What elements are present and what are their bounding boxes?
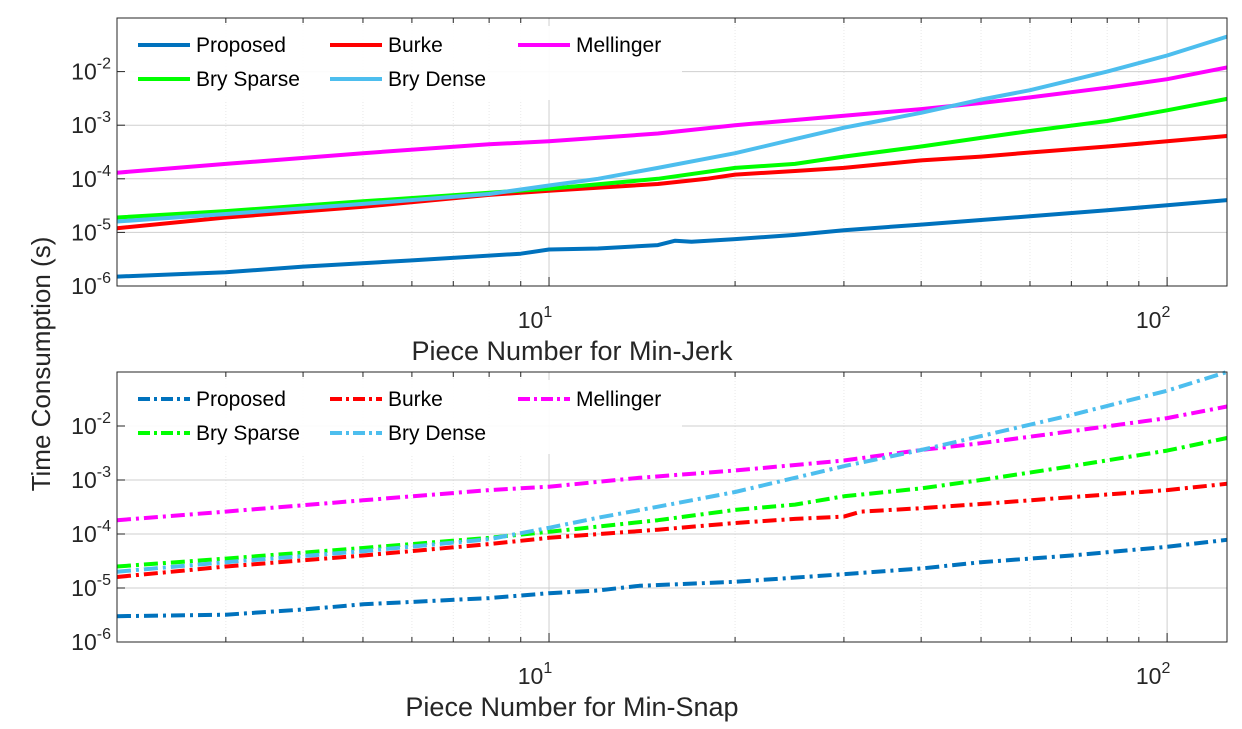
tick-labels: 10-6 10-5 10-4 10-3 10-2 101 102 <box>71 410 1170 689</box>
legend-label-bry-sparse: Bry Sparse <box>196 68 300 91</box>
legend: Proposed Burke Mellinger Bry Sparse Bry Dens… <box>120 26 682 100</box>
legend-label-bry-dense: Bry Dense <box>388 68 486 91</box>
y-tick-label: 10-5 <box>71 572 111 601</box>
legend-label-proposed: Proposed <box>196 34 286 57</box>
series-line-bry-dense <box>116 370 1228 574</box>
series-line-burke <box>116 481 1228 579</box>
axes-box <box>116 17 1228 287</box>
x-tick-label: 101 <box>518 660 553 689</box>
tick-labels: 10-6 10-5 10-4 10-3 10-2 101 102 <box>71 56 1170 333</box>
y-tick-label: 10-3 <box>71 109 111 138</box>
legend-box <box>120 380 682 454</box>
y-tick-label: 10-4 <box>71 518 111 547</box>
series-line-proposed <box>116 537 1228 619</box>
series-line-mellinger <box>116 404 1228 523</box>
series-line-bry-dense <box>116 34 1228 224</box>
legend-label-bry-sparse: Bry Sparse <box>196 422 300 445</box>
legend-label-mellinger: Mellinger <box>576 388 661 411</box>
legend-label-mellinger: Mellinger <box>576 34 661 57</box>
y-tick-label: 10-4 <box>71 163 111 192</box>
legend: Proposed Burke Mellinger Bry Sparse Bry Dens… <box>120 380 682 454</box>
series-line-proposed <box>116 198 1228 279</box>
x-axis-label: Piece Number for Min-Snap <box>405 692 738 722</box>
y-tick-label: 10-3 <box>71 464 111 493</box>
legend-label-bry-dense: Bry Dense <box>388 422 486 445</box>
legend-box <box>120 26 682 100</box>
x-tick-label: 101 <box>518 304 553 333</box>
plot-min-jerk: Proposed Burke Mellinger Bry Sparse Bry Dens… <box>71 17 1228 366</box>
y-axis-label: Time Consumption (s) <box>26 237 56 492</box>
legend-label-burke: Burke <box>388 388 443 411</box>
series-line-bry-sparse <box>116 436 1228 569</box>
series-lines <box>116 370 1228 619</box>
y-tick-label: 10-5 <box>71 216 111 245</box>
x-tick-label: 102 <box>1136 660 1171 689</box>
y-tick-label: 10-2 <box>71 410 111 439</box>
series-line-bry-sparse <box>116 96 1228 220</box>
y-tick-label: 10-2 <box>71 56 111 85</box>
legend-label-burke: Burke <box>388 34 443 57</box>
x-tick-label: 102 <box>1136 304 1171 333</box>
plot-min-snap: Proposed Burke Mellinger Bry Sparse Bry Dens… <box>71 370 1228 722</box>
series-lines <box>116 34 1228 279</box>
axes-box <box>116 371 1228 643</box>
legend-label-proposed: Proposed <box>196 388 286 411</box>
x-axis-label: Piece Number for Min-Jerk <box>411 336 733 366</box>
y-tick-label: 10-6 <box>71 626 111 655</box>
y-tick-label: 10-6 <box>71 270 111 299</box>
series-line-mellinger <box>116 65 1228 175</box>
